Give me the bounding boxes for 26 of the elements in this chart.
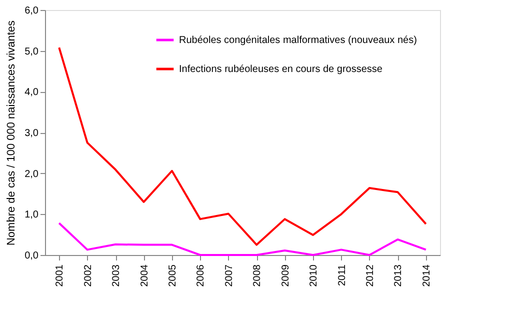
x-tick-label: 2004 <box>139 264 150 287</box>
line-series <box>58 222 427 256</box>
x-tick-label: 2002 <box>82 264 94 287</box>
y-tick-label: 4,0 <box>24 87 39 98</box>
x-tick-label: 2003 <box>111 264 122 287</box>
y-tick-label: 6,0 <box>24 6 39 16</box>
line-series <box>58 46 427 246</box>
x-tick-label: 2009 <box>280 264 292 287</box>
legend-label: Infections rubéoleuses en cours de grossesse <box>179 64 383 75</box>
x-tick-label: 2014 <box>421 264 432 287</box>
x-tick-label: 2013 <box>393 264 404 287</box>
x-tick-label: 2006 <box>196 264 207 287</box>
y-tick-label: 3,0 <box>24 128 39 139</box>
x-tick-label: 2007 <box>224 264 235 287</box>
x-tick-label: 2012 <box>364 264 376 287</box>
x-tick-label: 2010 <box>308 264 320 287</box>
legend-label: Rubéoles congénitales malformatives (nouveaux nés) <box>179 35 417 46</box>
x-tick-label: 2011 <box>336 264 348 286</box>
x-tick-label: 2001 <box>54 264 66 287</box>
x-tick-label: 2005 <box>167 264 178 287</box>
y-tick-label: 0,0 <box>24 250 39 262</box>
y-tick-label: 1,0 <box>24 210 39 221</box>
y-tick-label: 5,0 <box>24 46 39 58</box>
y-axis-title: Nombre de cas / 100 000 naissances vivantes <box>6 20 18 246</box>
y-tick-label: 2,0 <box>24 168 39 180</box>
x-tick-label: 2008 <box>252 264 264 287</box>
